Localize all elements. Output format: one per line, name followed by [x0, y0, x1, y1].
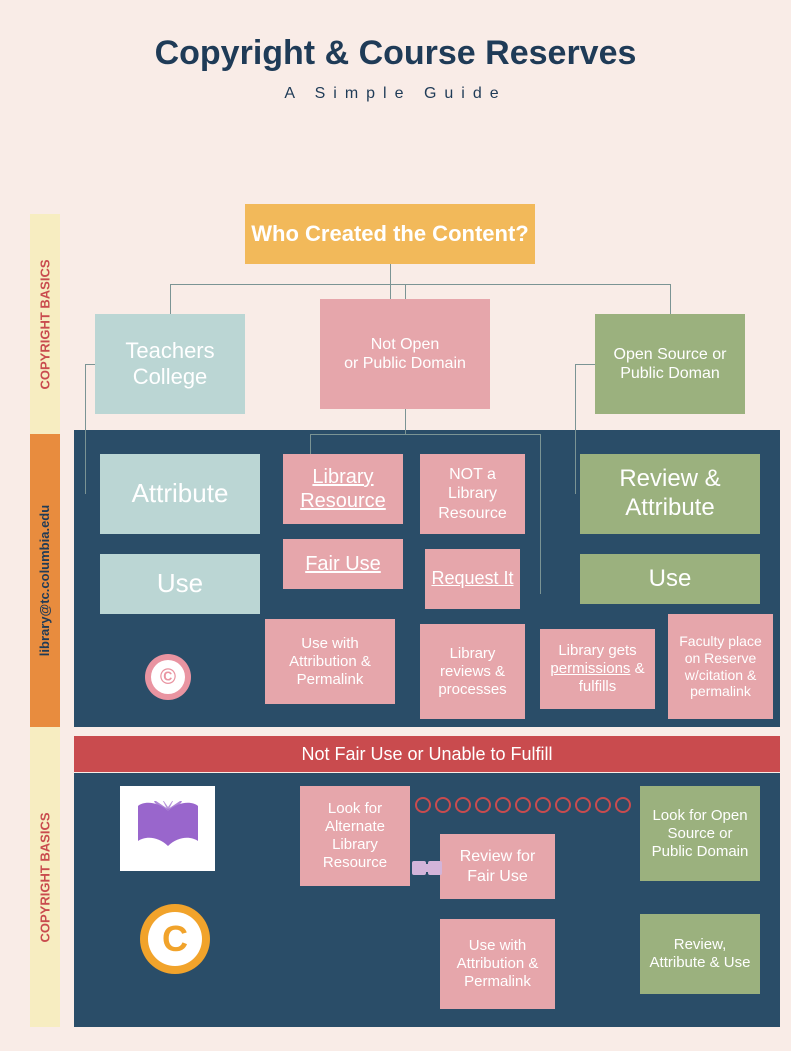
connector-line	[390, 264, 391, 299]
node-review_attr: Review & Attribute	[580, 454, 760, 534]
node-notlibres: NOT a Library Resource	[420, 454, 525, 534]
connector-line	[310, 434, 540, 435]
connector-line	[85, 364, 95, 365]
connector-line	[540, 464, 541, 594]
connector-chain	[415, 797, 631, 813]
connector-line	[85, 364, 86, 494]
node-tc: Teachers College	[95, 314, 245, 414]
node-attribute: Attribute	[100, 454, 260, 534]
node-use_perm2: Use with Attribution & Permalink	[440, 919, 555, 1009]
connector-line	[170, 284, 670, 285]
not-fair-use-banner: Not Fair Use or Unable to Fulfill	[74, 736, 780, 772]
node-look_open: Look for Open Source or Public Domain	[640, 786, 760, 881]
sidebar-label: COPYRIGHT BASICS	[30, 727, 60, 1027]
copyright-icon: C	[140, 904, 210, 974]
node-root: Who Created the Content?	[245, 204, 535, 264]
node-use1: Use	[100, 554, 260, 614]
copyright-icon: ©	[145, 654, 191, 700]
connector-line	[575, 364, 576, 494]
flowchart-canvas: COPYRIGHT BASICSlibrary@tc.columbia.eduC…	[0, 34, 791, 1051]
node-rau: Review, Attribute & Use	[640, 914, 760, 994]
node-fairuse: Fair Use	[283, 539, 403, 589]
connector-bar	[412, 864, 442, 872]
connector-line	[540, 434, 541, 464]
connector-line	[405, 284, 406, 299]
node-alt_lib: Look for Alternate Library Resource	[300, 786, 410, 886]
connector-line	[405, 409, 406, 434]
node-open: Open Source or Public Doman	[595, 314, 745, 414]
sidebar-label: COPYRIGHT BASICS	[30, 214, 60, 434]
node-libperm: Library gets permissions & fulfills	[540, 629, 655, 709]
sidebar-label: library@tc.columbia.edu	[30, 434, 60, 727]
node-useperm: Use with Attribution & Permalink	[265, 619, 395, 704]
connector-line	[310, 434, 311, 454]
node-notopen: Not Openor Public Domain	[320, 299, 490, 409]
node-request: Request It	[425, 549, 520, 609]
node-review_fu: Review for Fair Use	[440, 834, 555, 899]
node-faculty: Faculty place on Reserve w/citation & pe…	[668, 614, 773, 719]
node-use2: Use	[580, 554, 760, 604]
node-libreviews: Library reviews & processes	[420, 624, 525, 719]
connector-line	[575, 364, 595, 365]
connector-line	[170, 284, 171, 314]
book-icon	[120, 786, 215, 871]
connector-line	[670, 284, 671, 314]
node-libres: Library Resource	[283, 454, 403, 524]
